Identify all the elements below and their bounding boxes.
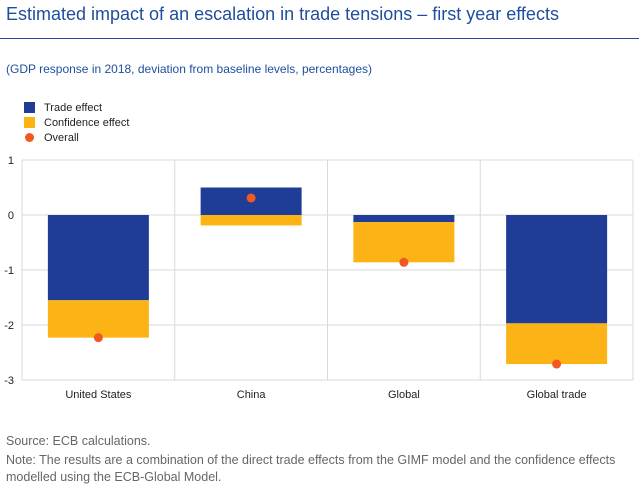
y-tick-label: 1 (8, 155, 14, 167)
plot-area: 1 0 -1 -2 -3 United States China Global Global t… (4, 155, 634, 401)
x-tick-label: China (237, 389, 267, 401)
chart-area: Trade effect Confidence effect Overall 1… (4, 102, 634, 401)
overall-marker (399, 257, 409, 267)
bar-confidence (47, 300, 149, 338)
legend-swatch-trade (24, 102, 35, 113)
legend-swatch-confidence (24, 117, 35, 128)
bar-confidence (353, 222, 455, 263)
y-tick-label: -1 (4, 265, 14, 277)
bar-trade (506, 215, 608, 324)
footnote: Note: The results are a combination of t… (6, 453, 616, 484)
title-divider (0, 38, 639, 39)
y-tick-label: 0 (8, 210, 14, 222)
x-tick-label: United States (65, 389, 132, 401)
legend-marker-overall (25, 133, 34, 142)
x-tick-label: Global (388, 389, 420, 401)
y-tick-label: -3 (4, 375, 14, 387)
bar-confidence (506, 323, 608, 365)
bar-trade (47, 215, 149, 301)
overall-marker (552, 359, 562, 369)
overall-marker (246, 193, 256, 203)
chart-subtitle: (GDP response in 2018, deviation from ba… (6, 62, 372, 76)
bar-confidence (200, 215, 302, 226)
legend-label-trade: Trade effect (44, 102, 102, 114)
legend-label-confidence: Confidence effect (44, 117, 129, 129)
chart-title: Estimated impact of an escalation in tra… (6, 4, 559, 24)
y-tick-label: -2 (4, 320, 14, 332)
source-note: Source: ECB calculations. (6, 434, 151, 448)
legend-label-overall: Overall (44, 132, 79, 144)
overall-marker (93, 333, 103, 343)
x-tick-label: Global trade (527, 389, 587, 401)
legend: Trade effect Confidence effect Overall (24, 102, 129, 144)
bar-trade (353, 215, 455, 223)
